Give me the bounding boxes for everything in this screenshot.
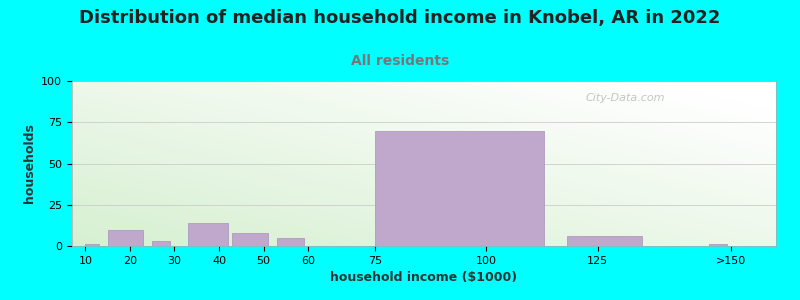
Bar: [152, 241, 170, 246]
Bar: [86, 244, 98, 246]
Text: Distribution of median household income in Knobel, AR in 2022: Distribution of median household income …: [79, 9, 721, 27]
Bar: [277, 238, 304, 246]
X-axis label: household income ($1000): household income ($1000): [330, 271, 518, 284]
Bar: [233, 233, 268, 246]
Text: All residents: All residents: [351, 54, 449, 68]
Y-axis label: households: households: [22, 124, 36, 203]
Bar: [709, 244, 727, 246]
Bar: [566, 236, 642, 246]
Text: City-Data.com: City-Data.com: [586, 92, 666, 103]
Bar: [375, 130, 544, 246]
Bar: [188, 223, 228, 246]
Bar: [108, 230, 143, 246]
